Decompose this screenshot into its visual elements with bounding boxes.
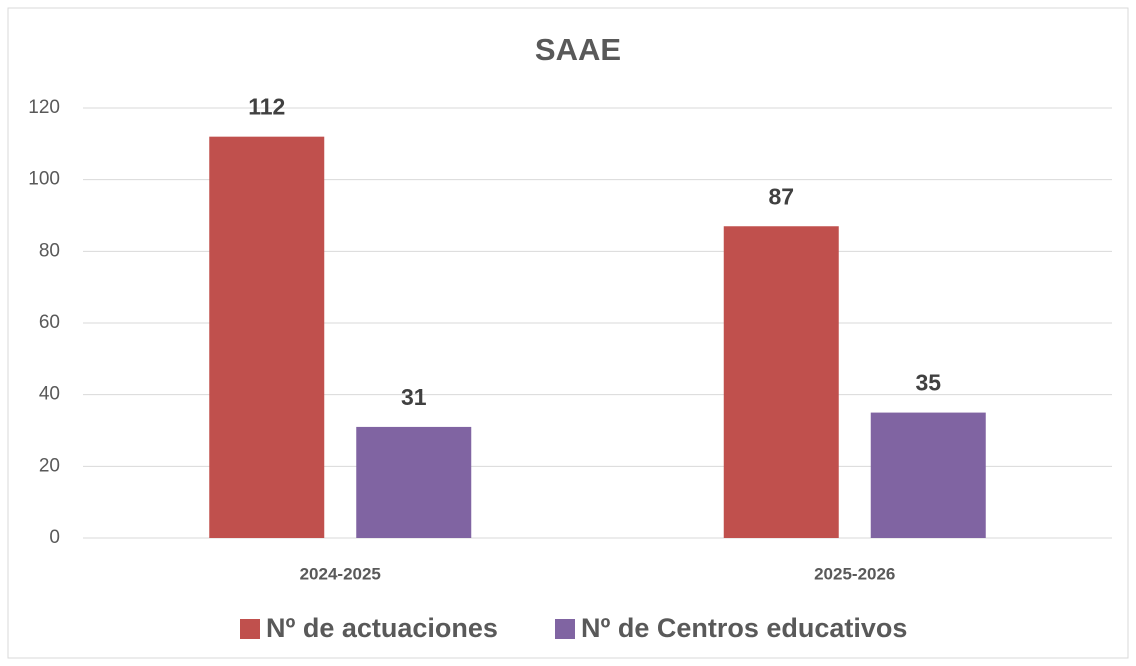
legend-label: Nº de actuaciones — [266, 613, 498, 643]
data-label: 112 — [248, 94, 285, 120]
bar — [356, 426, 472, 538]
legend-swatch — [555, 619, 575, 639]
legend-label: Nº de Centros educativos — [581, 613, 907, 643]
chart-border — [7, 7, 1129, 659]
y-tick-label: 100 — [28, 169, 60, 190]
data-label: 31 — [401, 384, 427, 410]
y-tick-label: 20 — [39, 455, 60, 476]
data-label: 87 — [768, 183, 794, 209]
legend-swatch — [240, 619, 260, 639]
y-tick-label: 80 — [39, 240, 60, 261]
y-tick-label: 40 — [39, 384, 60, 405]
x-tick-label: 2025-2026 — [814, 564, 895, 583]
y-tick-label: 0 — [49, 527, 60, 548]
y-tick-label: 60 — [39, 312, 60, 333]
bar — [209, 136, 325, 538]
y-tick-label: 120 — [28, 97, 60, 118]
bar — [870, 412, 986, 538]
data-label: 35 — [915, 370, 941, 396]
chart-title: SAAE — [535, 32, 621, 67]
bar — [723, 226, 839, 538]
x-tick-label: 2024-2025 — [300, 564, 381, 583]
